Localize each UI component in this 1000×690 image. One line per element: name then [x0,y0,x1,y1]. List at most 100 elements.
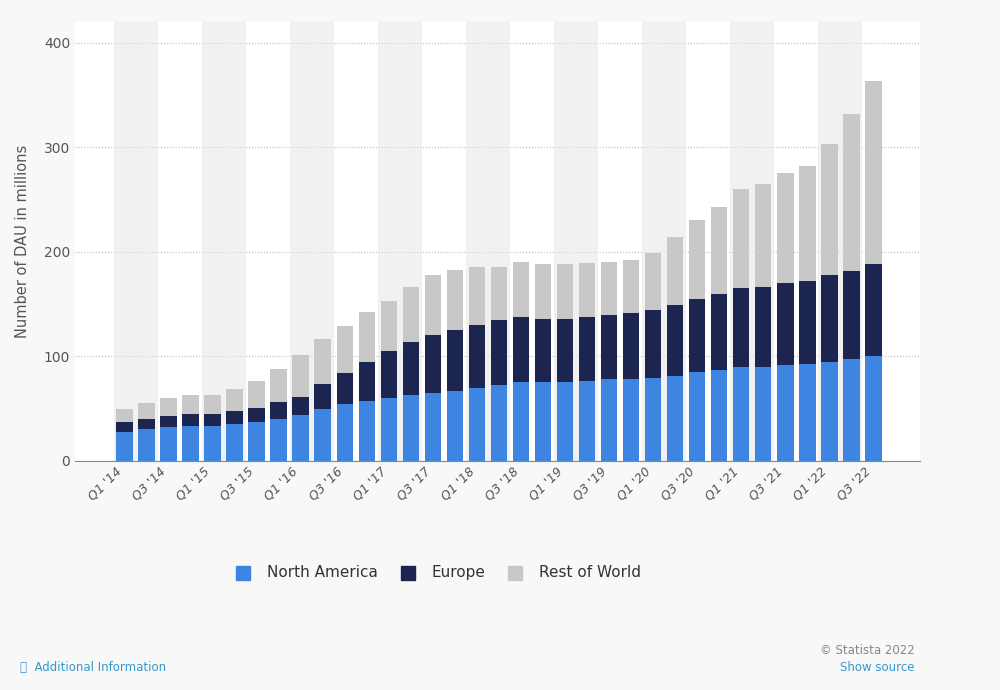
Bar [204,426,221,461]
Bar [314,384,331,408]
Bar [359,362,375,402]
Bar [248,408,265,422]
Bar [554,22,598,461]
Bar [535,382,551,461]
Bar [799,281,816,364]
Bar [204,414,221,426]
Bar [733,288,749,367]
Bar [138,429,155,461]
Bar [292,415,309,461]
Bar [865,264,882,356]
Bar [601,262,617,315]
Bar [755,367,771,461]
Text: © Statista 2022: © Statista 2022 [820,644,915,657]
Bar [314,339,331,384]
Bar [821,362,838,461]
Bar [226,411,243,424]
Bar [270,419,287,461]
Bar [711,207,727,294]
Bar [447,391,463,461]
Bar [645,310,661,378]
Bar [557,264,573,319]
Bar [491,319,507,384]
Bar [799,166,816,281]
Bar [491,384,507,461]
Bar [755,184,771,287]
Bar [160,398,177,416]
Bar [425,393,441,461]
Bar [182,414,199,426]
Bar [226,388,243,411]
Bar [689,299,705,372]
Bar [314,408,331,461]
Bar [843,359,860,461]
Bar [601,315,617,380]
Bar [116,408,133,422]
Bar [248,382,265,408]
Bar [204,395,221,414]
Bar [116,422,133,431]
Bar [248,422,265,461]
Bar [579,264,595,317]
Text: Show source: Show source [840,661,915,673]
Bar [138,419,155,429]
Bar [114,22,158,461]
Bar [381,398,397,461]
Bar [182,426,199,461]
Bar [667,376,683,461]
Bar [160,427,177,461]
Bar [645,253,661,310]
Bar [469,388,485,461]
Bar [689,372,705,461]
Bar [337,404,353,461]
Bar [623,260,639,313]
Bar [730,22,774,461]
Bar [425,335,441,393]
Bar [381,351,397,398]
Bar [469,325,485,388]
Bar [270,369,287,402]
Bar [645,378,661,461]
Bar [359,313,375,362]
Y-axis label: Number of DAU in millions: Number of DAU in millions [15,145,30,338]
Bar [403,342,419,395]
Bar [535,264,551,319]
Bar [623,313,639,380]
Bar [292,397,309,415]
Bar [491,268,507,319]
Bar [777,283,794,365]
Bar [447,331,463,391]
Bar [403,395,419,461]
Bar [818,22,862,461]
Bar [226,424,243,461]
Bar [579,317,595,382]
Bar [513,317,529,382]
Bar [843,270,860,359]
Bar [447,270,463,331]
Bar [337,373,353,404]
Text: ⓘ  Additional Information: ⓘ Additional Information [20,661,166,673]
Bar [733,189,749,288]
Bar [425,275,441,335]
Bar [403,287,419,342]
Bar [667,237,683,305]
Bar [755,287,771,367]
Bar [821,275,838,362]
Bar [865,356,882,461]
Bar [711,294,727,370]
Bar [466,22,510,461]
Bar [182,395,199,414]
Bar [667,305,683,376]
Bar [138,404,155,419]
Bar [821,144,838,275]
Bar [535,319,551,382]
Bar [513,262,529,317]
Bar [689,221,705,299]
Bar [116,431,133,461]
Bar [777,365,794,461]
Bar [469,268,485,325]
Bar [711,370,727,461]
Bar [290,22,334,461]
Bar [337,326,353,373]
Bar [292,355,309,397]
